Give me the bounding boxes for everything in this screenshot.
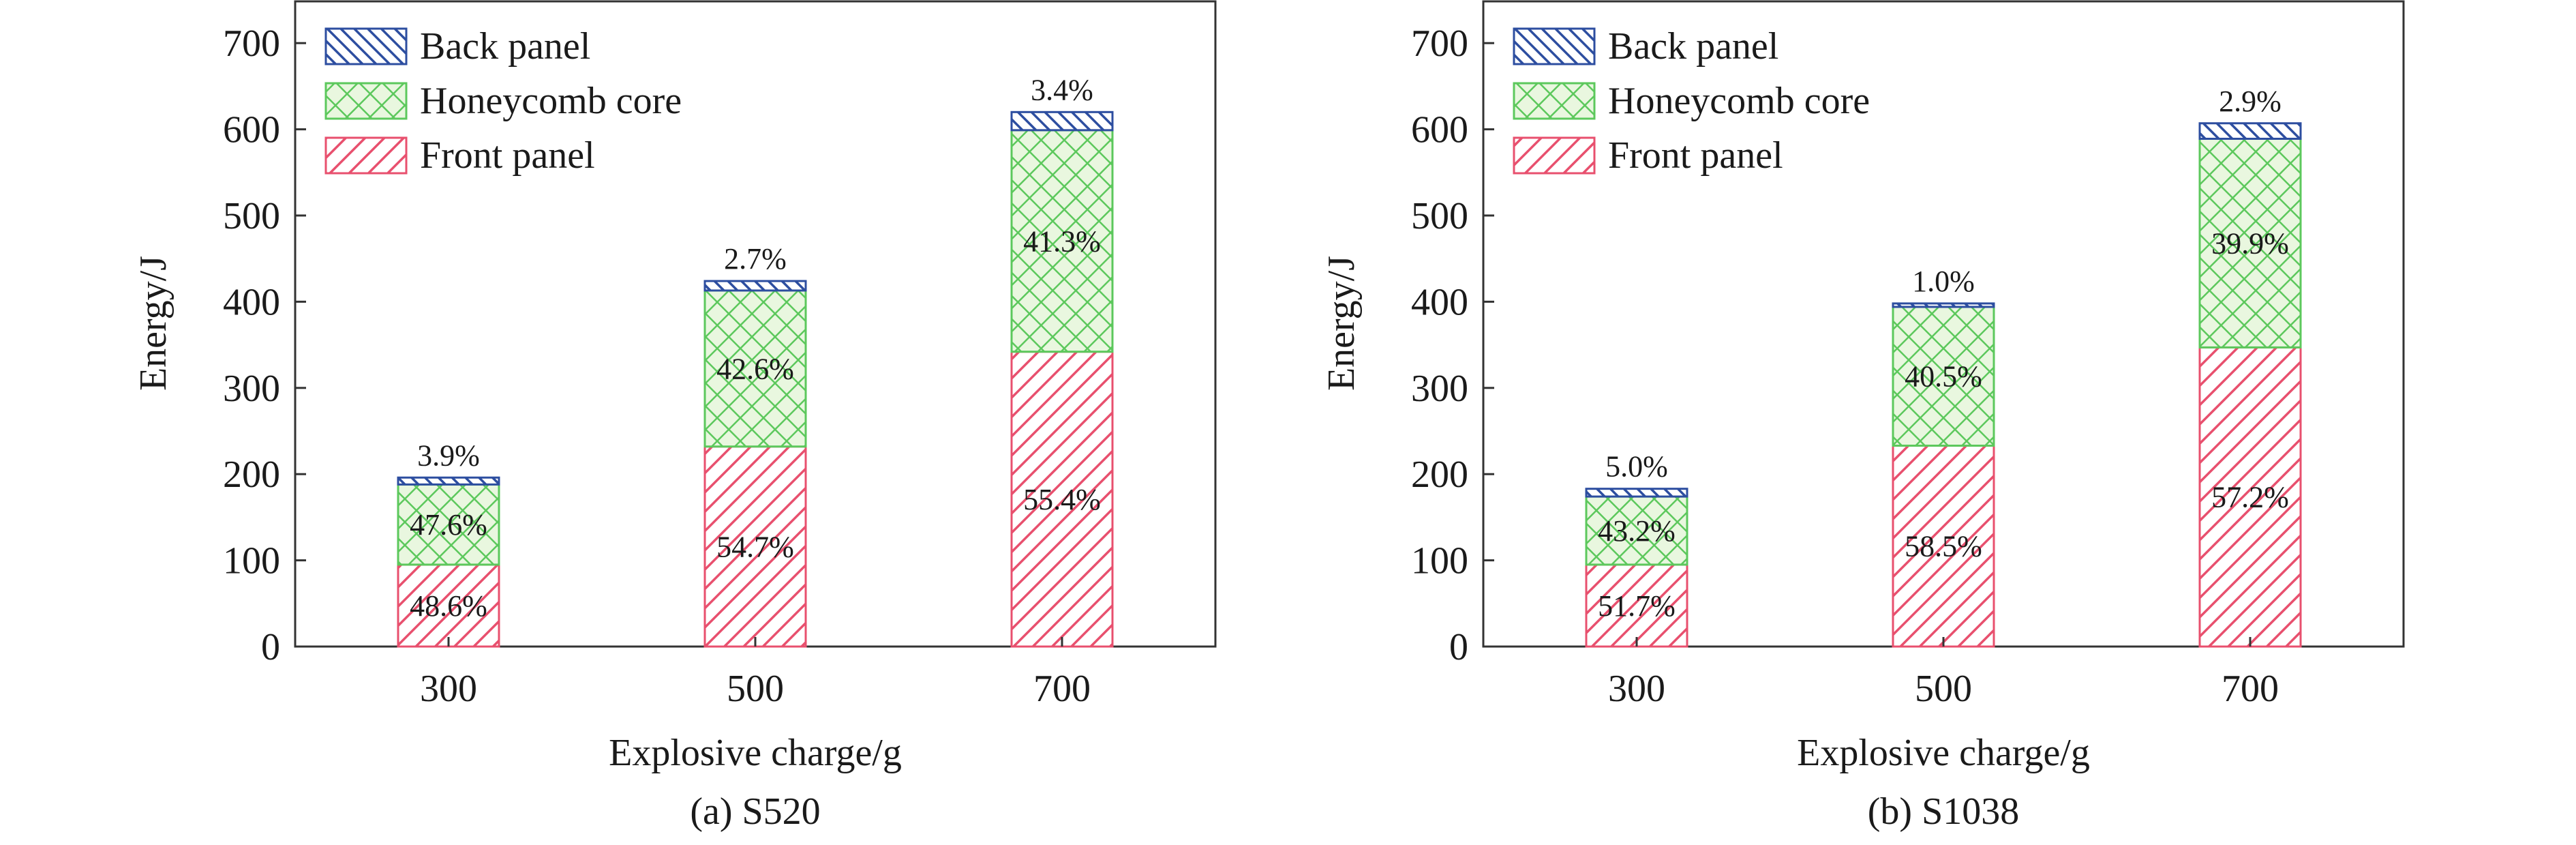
bar-back-panel-700: [1010, 110, 1114, 132]
y-tick-label: 300: [223, 368, 280, 410]
x-tick-label: 300: [420, 668, 477, 710]
y-tick-label: 100: [223, 540, 280, 582]
panel-caption: (b) S1038: [1868, 790, 2019, 833]
bar-back-panel-500: [703, 280, 807, 292]
data-label: 48.6%: [410, 589, 487, 623]
legend-swatch: [1513, 82, 1596, 120]
legend: Back panel Honeycomb core Front panel: [1513, 25, 1870, 177]
x-axis-label: Explosive charge/g: [1797, 732, 2090, 774]
chart-panel-b: 0 100 200 300 400 500 600 700 51.7% 43.2% 5.0% 300 5…: [1320, 0, 2405, 833]
y-tick-label: 0: [1449, 626, 1468, 668]
x-axis-label: Explosive charge/g: [609, 732, 902, 774]
x-tick-label: 700: [2222, 668, 2279, 710]
bar-back-panel-500: [1892, 302, 1995, 308]
y-tick-label: 600: [223, 109, 280, 151]
bar-honeycomb-core-500: [1892, 306, 1995, 447]
data-label: 2.9%: [2219, 85, 2282, 118]
x-tick-label: 300: [1608, 668, 1665, 710]
bar-honeycomb-core-700: [2198, 138, 2302, 349]
y-axis-label: Energy/J: [132, 256, 175, 391]
legend-swatch: [1513, 136, 1596, 175]
data-label: 41.3%: [1023, 224, 1101, 258]
data-label: 40.5%: [1905, 360, 1982, 394]
chart-panel-a: 0 100 200 300 400 500 600 700 48.6% 47.6% 3.9% 300 5…: [132, 0, 1217, 833]
y-tick-label: 400: [1411, 281, 1468, 323]
data-label: 1.0%: [1912, 265, 1975, 298]
x-tick-label: 700: [1033, 668, 1091, 710]
y-tick-label: 700: [223, 23, 280, 65]
data-label: 42.6%: [716, 352, 794, 385]
y-tick-label: 700: [1411, 23, 1468, 65]
bar-honeycomb-core-700: [1010, 129, 1114, 353]
bar-front-panel-300: [1585, 563, 1688, 648]
data-label: 39.9%: [2211, 226, 2289, 260]
y-tick-label: 400: [223, 281, 280, 323]
legend-label: Back panel: [1608, 25, 1778, 68]
x-tick-label: 500: [1915, 668, 1972, 710]
data-label: 47.6%: [410, 508, 487, 542]
bar-honeycomb-core-500: [703, 289, 807, 448]
data-label: 58.5%: [1905, 530, 1982, 563]
x-tick-label: 500: [727, 668, 784, 710]
data-label: 5.0%: [1605, 450, 1668, 484]
legend-swatch: [1513, 27, 1596, 65]
legend-label: Back panel: [420, 25, 590, 68]
y-tick-label: 100: [1411, 540, 1468, 582]
panel-caption: (a) S520: [690, 790, 820, 833]
legend-label: Honeycomb core: [1608, 80, 1870, 122]
legend-swatch: [324, 27, 408, 65]
y-tick-label: 300: [1411, 368, 1468, 410]
legend-swatch: [324, 136, 408, 175]
y-tick-label: 200: [223, 454, 280, 496]
y-tick-label: 500: [223, 195, 280, 237]
legend-label: Front panel: [420, 134, 595, 177]
legend-label: Honeycomb core: [420, 80, 682, 122]
data-label: 2.7%: [724, 242, 787, 276]
y-tick-label: 600: [1411, 109, 1468, 151]
legend-label: Front panel: [1608, 134, 1783, 177]
data-label: 57.2%: [2211, 481, 2289, 514]
bar-back-panel-700: [2198, 122, 2302, 140]
y-tick-label: 500: [1411, 195, 1468, 237]
legend-swatch: [324, 82, 408, 120]
bar-front-panel-700: [1010, 351, 1114, 648]
data-label: 54.7%: [716, 530, 794, 563]
data-label: 3.9%: [417, 439, 480, 472]
data-label: 3.4%: [1031, 73, 1093, 106]
data-label: 43.2%: [1598, 514, 1676, 548]
y-tick-label: 0: [261, 626, 280, 668]
y-tick-label: 200: [1411, 454, 1468, 496]
y-axis-label: Energy/J: [1320, 256, 1363, 391]
bar-honeycomb-core-300: [1585, 495, 1688, 566]
data-label: 51.7%: [1598, 589, 1676, 623]
data-label: 55.4%: [1023, 483, 1101, 516]
bar-front-panel-500: [1892, 444, 1995, 648]
legend: Back panel Honeycomb core Front panel: [324, 25, 682, 177]
bar-front-panel-700: [2198, 346, 2302, 648]
bar-back-panel-300: [1585, 488, 1688, 498]
bar-back-panel-300: [397, 476, 500, 486]
